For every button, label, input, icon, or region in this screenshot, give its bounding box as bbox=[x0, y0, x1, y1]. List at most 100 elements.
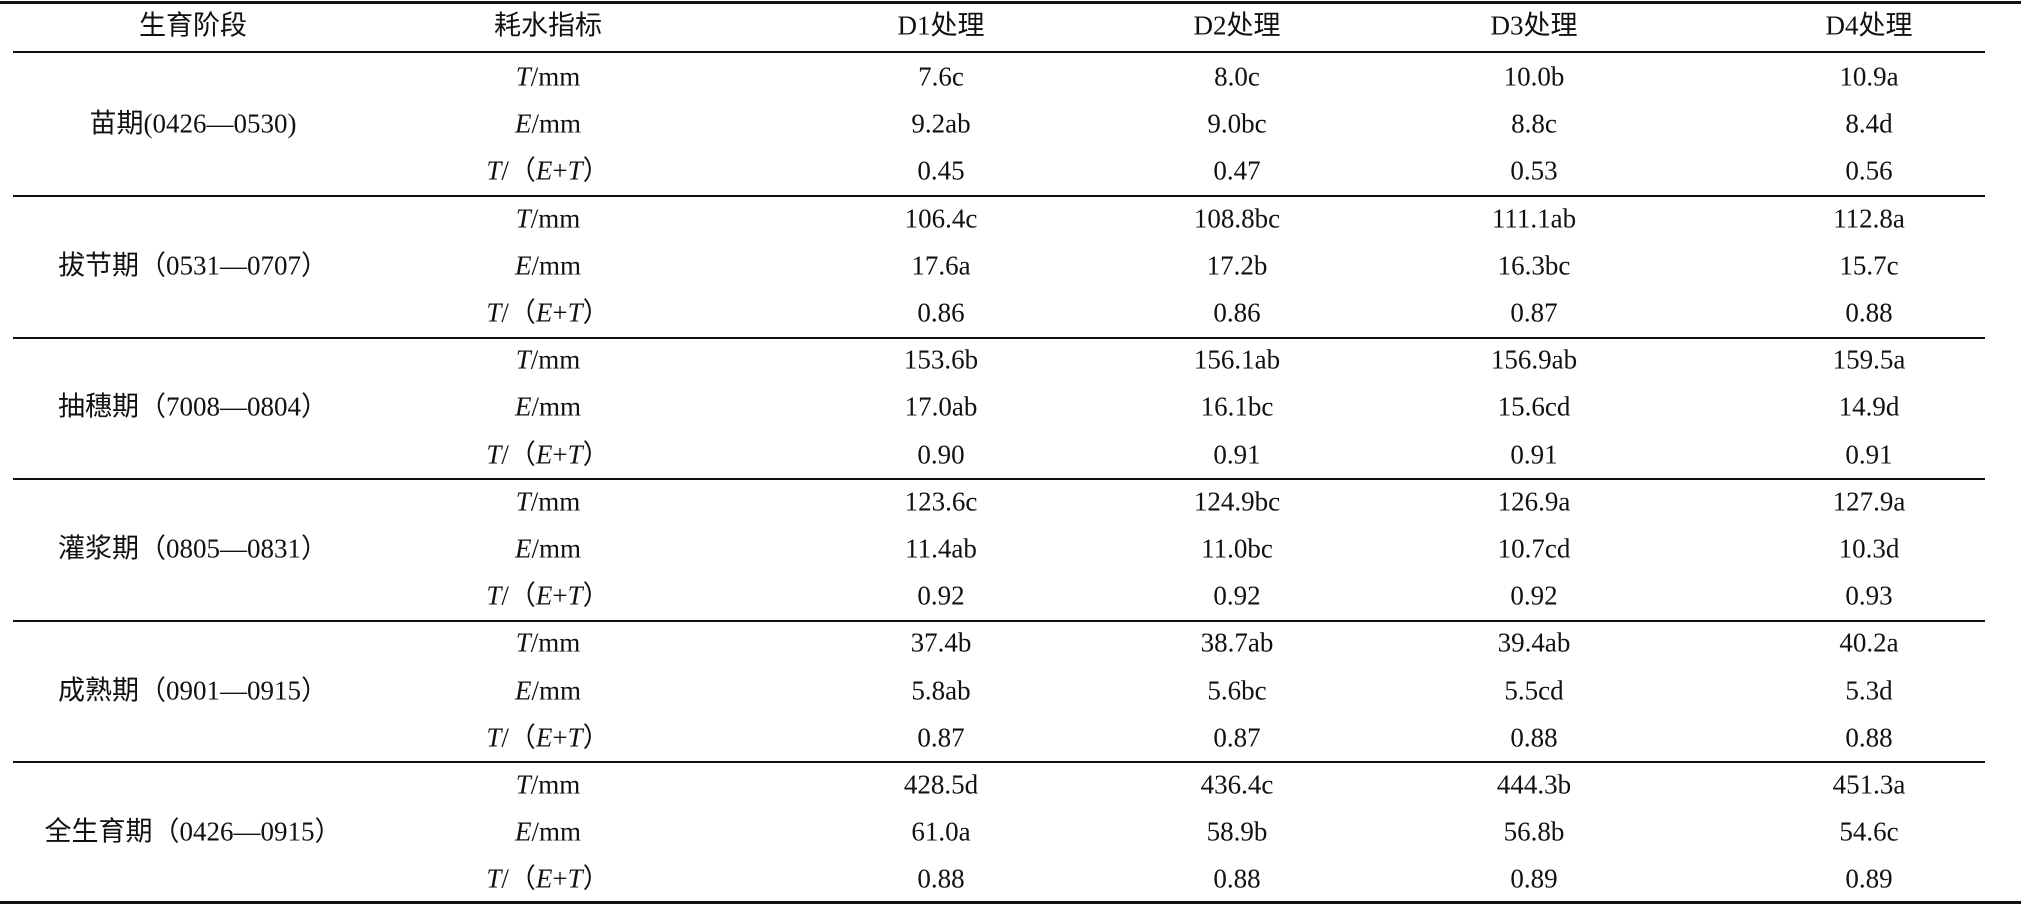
value-cell: 0.86 bbox=[1213, 297, 1261, 328]
value-cell: 0.92 bbox=[1213, 580, 1261, 611]
index-label: T/（E+T） bbox=[486, 722, 610, 753]
bottom-rule bbox=[0, 901, 2021, 904]
index-label: T/（E+T） bbox=[486, 297, 610, 328]
header-cell: D3处理 bbox=[1490, 10, 1578, 41]
value-cell: 0.56 bbox=[1845, 155, 1893, 186]
value-cell: 0.88 bbox=[1845, 722, 1893, 753]
value-cell: 444.3b bbox=[1496, 769, 1572, 800]
value-cell: 0.92 bbox=[917, 580, 965, 611]
value-cell: 0.88 bbox=[917, 863, 965, 894]
header-cell: D2处理 bbox=[1193, 10, 1281, 41]
value-cell: 10.3d bbox=[1838, 533, 1900, 564]
value-cell: 0.87 bbox=[1213, 722, 1261, 753]
group-rule bbox=[13, 195, 1985, 197]
value-cell: 0.45 bbox=[917, 155, 965, 186]
value-cell: 14.9d bbox=[1838, 391, 1900, 422]
value-cell: 156.1ab bbox=[1193, 344, 1281, 375]
value-cell: 37.4b bbox=[910, 627, 972, 658]
value-cell: 153.6b bbox=[903, 344, 979, 375]
index-label: T/mm bbox=[515, 486, 581, 517]
value-cell: 56.8b bbox=[1503, 816, 1565, 847]
value-cell: 0.91 bbox=[1213, 439, 1261, 470]
value-cell: 54.6c bbox=[1839, 816, 1899, 847]
value-cell: 5.5cd bbox=[1504, 675, 1564, 706]
value-cell: 124.9bc bbox=[1193, 486, 1281, 517]
value-cell: 11.4ab bbox=[905, 533, 977, 564]
value-cell: 127.9a bbox=[1832, 486, 1906, 517]
stage-label: 抽穗期（7008—0804） bbox=[58, 391, 328, 422]
value-cell: 17.6a bbox=[911, 250, 971, 281]
value-cell: 0.89 bbox=[1845, 863, 1893, 894]
value-cell: 126.9a bbox=[1497, 486, 1571, 517]
value-cell: 10.9a bbox=[1839, 61, 1899, 92]
stage-label: 成熟期（0901—0915） bbox=[58, 675, 328, 706]
value-cell: 9.0bc bbox=[1207, 108, 1267, 139]
stage-label: 灌浆期（0805—0831） bbox=[58, 533, 328, 564]
group-rule bbox=[13, 478, 1985, 480]
stage-label: 全生育期（0426—0915） bbox=[44, 816, 342, 847]
value-cell: 0.86 bbox=[917, 297, 965, 328]
value-cell: 111.1ab bbox=[1491, 203, 1577, 234]
index-label: T/mm bbox=[515, 769, 581, 800]
value-cell: 5.6bc bbox=[1207, 675, 1267, 706]
index-label: T/mm bbox=[515, 61, 581, 92]
value-cell: 0.93 bbox=[1845, 580, 1893, 611]
index-label: T/（E+T） bbox=[486, 580, 610, 611]
value-cell: 451.3a bbox=[1832, 769, 1906, 800]
value-cell: 11.0bc bbox=[1201, 533, 1273, 564]
value-cell: 159.5a bbox=[1832, 344, 1906, 375]
index-label: E/mm bbox=[514, 816, 582, 847]
index-label: E/mm bbox=[514, 391, 582, 422]
index-label: E/mm bbox=[514, 533, 582, 564]
index-label: T/（E+T） bbox=[486, 155, 610, 186]
value-cell: 17.2b bbox=[1206, 250, 1268, 281]
header-cell: D1处理 bbox=[897, 10, 985, 41]
value-cell: 15.7c bbox=[1839, 250, 1899, 281]
index-label: T/（E+T） bbox=[486, 439, 610, 470]
value-cell: 15.6cd bbox=[1497, 391, 1571, 422]
value-cell: 0.90 bbox=[917, 439, 965, 470]
index-label: E/mm bbox=[514, 675, 582, 706]
value-cell: 0.89 bbox=[1510, 863, 1558, 894]
value-cell: 58.9b bbox=[1206, 816, 1268, 847]
value-cell: 9.2ab bbox=[911, 108, 971, 139]
value-cell: 156.9ab bbox=[1490, 344, 1578, 375]
value-cell: 7.6c bbox=[918, 61, 964, 92]
value-cell: 112.8a bbox=[1833, 203, 1905, 234]
value-cell: 0.88 bbox=[1845, 297, 1893, 328]
header-rule bbox=[13, 51, 1985, 53]
value-cell: 38.7ab bbox=[1200, 627, 1274, 658]
header-cell: 耗水指标 bbox=[494, 10, 602, 41]
index-label: T/mm bbox=[515, 627, 581, 658]
value-cell: 5.3d bbox=[1845, 675, 1893, 706]
stage-label: 拔节期（0531—0707） bbox=[58, 250, 328, 281]
value-cell: 16.3bc bbox=[1497, 250, 1571, 281]
index-label: T/（E+T） bbox=[486, 863, 610, 894]
stage-label: 苗期(0426—0530) bbox=[89, 108, 297, 139]
value-cell: 8.0c bbox=[1214, 61, 1260, 92]
index-label: E/mm bbox=[514, 108, 582, 139]
value-cell: 39.4ab bbox=[1497, 627, 1571, 658]
index-label: T/mm bbox=[515, 203, 581, 234]
group-rule bbox=[13, 620, 1985, 622]
value-cell: 17.0ab bbox=[904, 391, 978, 422]
value-cell: 61.0a bbox=[911, 816, 971, 847]
value-cell: 0.92 bbox=[1510, 580, 1558, 611]
index-label: E/mm bbox=[514, 250, 582, 281]
value-cell: 0.53 bbox=[1510, 155, 1558, 186]
value-cell: 436.4c bbox=[1200, 769, 1274, 800]
value-cell: 0.47 bbox=[1213, 155, 1261, 186]
value-cell: 8.4d bbox=[1845, 108, 1893, 139]
value-cell: 0.91 bbox=[1845, 439, 1893, 470]
value-cell: 0.87 bbox=[917, 722, 965, 753]
value-cell: 0.87 bbox=[1510, 297, 1558, 328]
value-cell: 40.2a bbox=[1839, 627, 1899, 658]
value-cell: 428.5d bbox=[903, 769, 979, 800]
top-rule bbox=[0, 1, 2021, 4]
index-label: T/mm bbox=[515, 344, 581, 375]
value-cell: 108.8bc bbox=[1193, 203, 1281, 234]
value-cell: 5.8ab bbox=[911, 675, 971, 706]
header-cell: D4处理 bbox=[1825, 10, 1913, 41]
group-rule bbox=[13, 337, 1985, 339]
